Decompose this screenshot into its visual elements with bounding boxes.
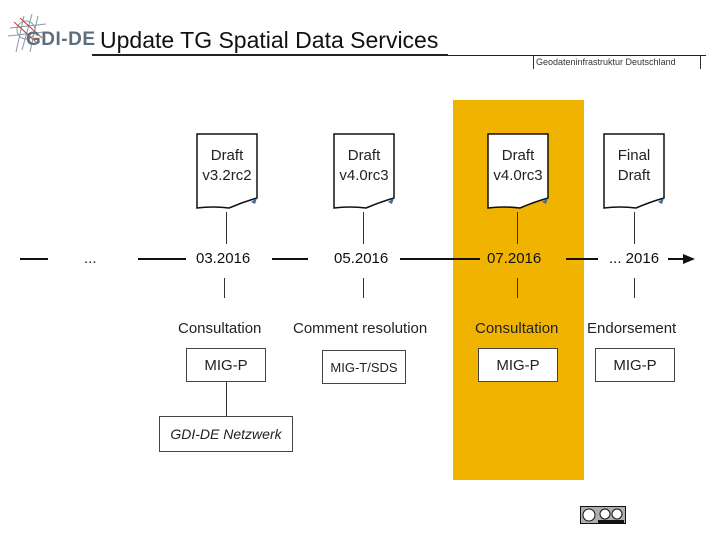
- document-icon: [487, 133, 549, 209]
- doc-connector: [634, 212, 635, 244]
- network-box: GDI-DE Netzwerk: [159, 416, 293, 452]
- timeline-segment: [138, 258, 186, 260]
- timeline-ellipsis: ...: [84, 250, 97, 267]
- activity-connector: [517, 278, 518, 298]
- doc-connector: [517, 212, 518, 244]
- doc-line-2: v3.2rc2: [202, 167, 252, 184]
- subtitle-bar-right: [700, 56, 701, 69]
- doc-connector: [226, 212, 227, 244]
- timeline-segment: [272, 258, 308, 260]
- activity-connector: [634, 278, 635, 298]
- doc-final-draft: Final Draft: [602, 132, 666, 210]
- date-label: 07.2016: [487, 250, 542, 267]
- group-box-mig-p: MIG-P: [478, 348, 558, 382]
- document-icon: [603, 133, 665, 209]
- doc-line-1: Draft: [210, 147, 244, 164]
- doc-draft-v4-0rc3-b: Draft v4.0rc3: [486, 132, 550, 210]
- date-label: ... 2016: [609, 250, 660, 267]
- group-box-mig-p: MIG-P: [595, 348, 675, 382]
- doc-line-1: Draft: [501, 147, 535, 164]
- document-icon: [333, 133, 395, 209]
- group-box-mig-t-sds: MIG-T/SDS: [322, 350, 406, 384]
- timeline-segment: [400, 258, 480, 260]
- doc-line-1: Draft: [347, 147, 381, 164]
- document-icon: [196, 133, 258, 209]
- doc-draft-v3-2rc2: Draft v3.2rc2: [195, 132, 259, 210]
- group-box-mig-p: MIG-P: [186, 348, 266, 382]
- gdi-de-logo-icon: [7, 13, 47, 53]
- activity-label: Comment resolution: [293, 320, 428, 337]
- activity-label: Endorsement: [587, 320, 677, 337]
- doc-line-2: v4.0rc3: [493, 167, 543, 184]
- timeline-segment: [20, 258, 48, 260]
- doc-line-1: Final: [617, 147, 651, 164]
- activity-label: Consultation: [178, 320, 262, 337]
- doc-line-2: Draft: [617, 167, 651, 184]
- date-label: 03.2016: [196, 250, 251, 267]
- subtitle: Geodateninfrastruktur Deutschland: [536, 57, 676, 67]
- activity-connector: [224, 278, 225, 298]
- doc-connector: [363, 212, 364, 244]
- doc-draft-v4-0rc3-a: Draft v4.0rc3: [332, 132, 396, 210]
- activity-connector: [363, 278, 364, 298]
- title-underline: [92, 54, 448, 56]
- network-connector: [226, 382, 227, 416]
- timeline-segment: [566, 258, 598, 260]
- date-label: 05.2016: [334, 250, 389, 267]
- cc-license-icon: [580, 506, 626, 524]
- title-rule-right: [448, 55, 706, 56]
- subtitle-bar-left: [533, 56, 534, 69]
- arrow-right-icon: [683, 254, 695, 264]
- doc-line-2: v4.0rc3: [339, 167, 389, 184]
- page-title: Update TG Spatial Data Services: [100, 27, 439, 53]
- activity-label: Consultation: [475, 320, 559, 337]
- timeline-segment: [668, 258, 684, 260]
- logo-text: GDI-DE: [26, 29, 96, 50]
